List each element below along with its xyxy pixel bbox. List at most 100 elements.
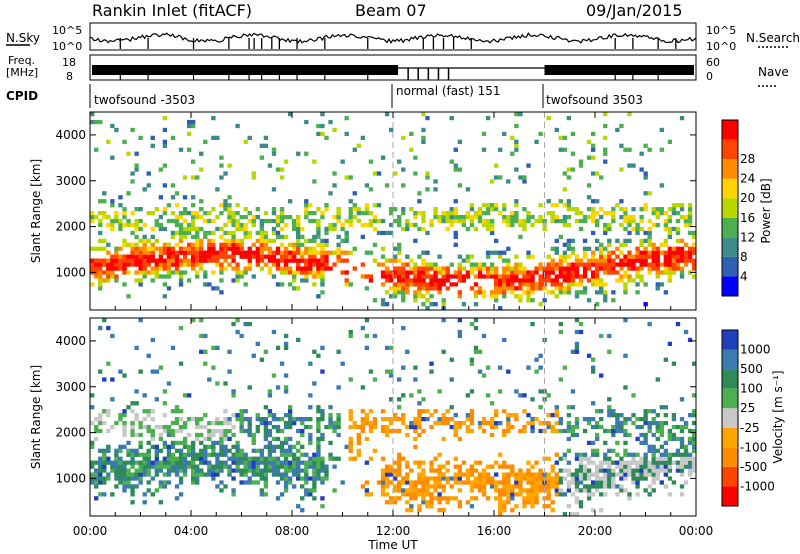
power-cell — [239, 242, 244, 247]
power-cell — [114, 218, 119, 224]
power-cell — [170, 135, 176, 141]
power-cell — [615, 254, 620, 259]
velocity-cell — [138, 476, 143, 481]
power-cell — [566, 203, 572, 208]
power-cell — [219, 175, 224, 180]
power-cell — [667, 250, 673, 255]
velocity-cell — [461, 472, 467, 477]
power-cell — [566, 278, 572, 283]
power-colorbar-swatch — [722, 198, 738, 218]
power-cell — [142, 222, 147, 228]
velocity-cell — [102, 377, 107, 382]
power-colorbar-frame — [721, 119, 739, 297]
power-cell — [235, 246, 240, 251]
power-cell — [413, 274, 418, 279]
power-cell — [118, 218, 123, 224]
power-cell — [590, 131, 596, 137]
velocity-cell — [542, 504, 547, 509]
power-cell — [538, 278, 543, 283]
power-cell — [215, 286, 220, 291]
velocity-cell — [417, 508, 422, 513]
velocity-cell — [271, 329, 277, 335]
velocity-cell — [405, 508, 410, 513]
velocity-cell — [126, 472, 131, 477]
velocity-cell — [445, 460, 450, 465]
velocity-cell — [421, 492, 426, 497]
power-cell — [590, 278, 596, 283]
power-cell — [316, 242, 321, 247]
power-cell — [558, 274, 563, 279]
velocity-cell — [271, 413, 277, 418]
power-cell — [570, 262, 576, 267]
power-cell — [207, 230, 212, 236]
velocity-cell — [631, 393, 636, 398]
power-cell — [631, 254, 636, 259]
velocity-cell — [538, 389, 543, 394]
power-cell — [574, 207, 580, 212]
velocity-cell — [481, 373, 487, 378]
power-cell — [178, 262, 184, 267]
power-cell — [191, 250, 196, 255]
power-cell — [146, 258, 151, 263]
power-cell — [219, 203, 224, 208]
power-cell — [219, 234, 224, 240]
power-colorbar-swatch — [722, 217, 738, 238]
power-cell — [384, 274, 390, 279]
velocity-cell — [586, 476, 592, 481]
power-cell — [227, 163, 232, 168]
power-cell — [174, 262, 180, 267]
velocity-cell — [413, 428, 418, 434]
power-cell — [578, 278, 584, 283]
power-cell — [494, 270, 499, 275]
power-cell — [332, 183, 337, 188]
power-cell — [445, 278, 450, 283]
power-cell — [292, 250, 297, 255]
power-cell — [453, 214, 458, 220]
velocity-cell — [679, 436, 685, 442]
power-cell — [94, 262, 99, 267]
power-cell — [150, 211, 155, 216]
power-cell — [437, 290, 442, 295]
velocity-cell — [498, 504, 503, 509]
velocity-cell — [546, 456, 551, 461]
velocity-cell — [191, 444, 196, 449]
power-cell — [312, 262, 317, 267]
power-cell — [534, 270, 539, 275]
velocity-cell — [514, 417, 519, 422]
velocity-cell — [590, 492, 596, 497]
power-cell — [421, 302, 426, 307]
power-cell — [247, 234, 252, 240]
power-cell — [489, 250, 495, 255]
power-cell — [150, 254, 155, 259]
power-cell — [667, 207, 673, 212]
velocity-cell — [453, 480, 458, 485]
velocity-cell — [542, 472, 547, 477]
power-cell — [154, 270, 159, 275]
power-cell — [425, 230, 430, 236]
velocity-cell — [671, 436, 677, 442]
velocity-cell — [481, 492, 487, 497]
power-cell — [603, 211, 608, 216]
power-cell — [271, 238, 277, 243]
velocity-cell — [199, 349, 204, 354]
velocity-cell — [526, 365, 531, 370]
velocity-cell — [590, 448, 596, 453]
velocity-cell — [199, 424, 204, 430]
velocity-cell — [227, 369, 232, 374]
velocity-cell — [255, 341, 260, 347]
velocity-cell — [465, 413, 471, 418]
velocity-cell — [679, 456, 685, 461]
velocity-cell — [582, 417, 588, 422]
power-cell — [332, 250, 337, 255]
velocity-cell — [639, 460, 644, 465]
power-cell — [372, 218, 378, 224]
velocity-cell — [510, 424, 515, 430]
power-cell — [195, 234, 200, 240]
power-cell — [368, 278, 374, 283]
velocity-cell — [372, 424, 378, 430]
velocity-cell — [247, 417, 252, 422]
power-cell — [110, 262, 115, 267]
velocity-cell — [437, 472, 442, 477]
power-cell — [663, 262, 669, 267]
power-cell — [182, 230, 188, 236]
